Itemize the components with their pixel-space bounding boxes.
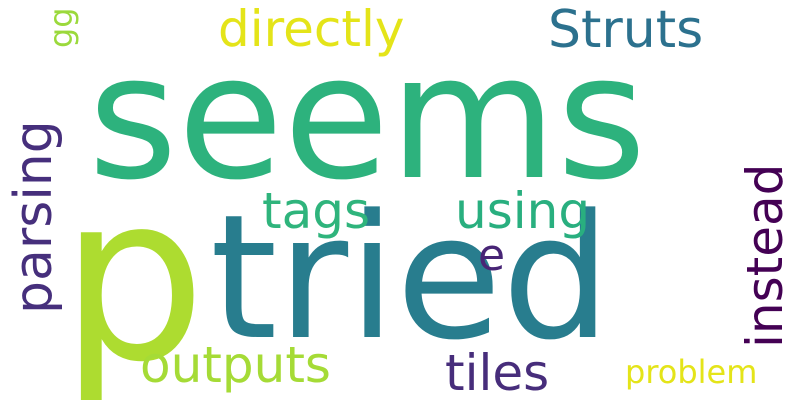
word-parsing: parsing [4,120,64,314]
word-p: p [60,146,206,400]
word-tried: tried [210,177,611,378]
word-directly: directly [218,0,405,58]
word-outputs: outputs [140,336,331,394]
word-instead: instead [736,163,794,348]
word-e: e [478,230,506,281]
word-tags: tags [262,182,371,240]
word-struts: Struts [548,0,704,60]
word-problem: problem [625,353,758,391]
word-gg: gg [42,7,80,48]
word-tiles: tiles [445,344,550,400]
word-using: using [455,182,591,240]
word-seems: seems [88,17,647,218]
